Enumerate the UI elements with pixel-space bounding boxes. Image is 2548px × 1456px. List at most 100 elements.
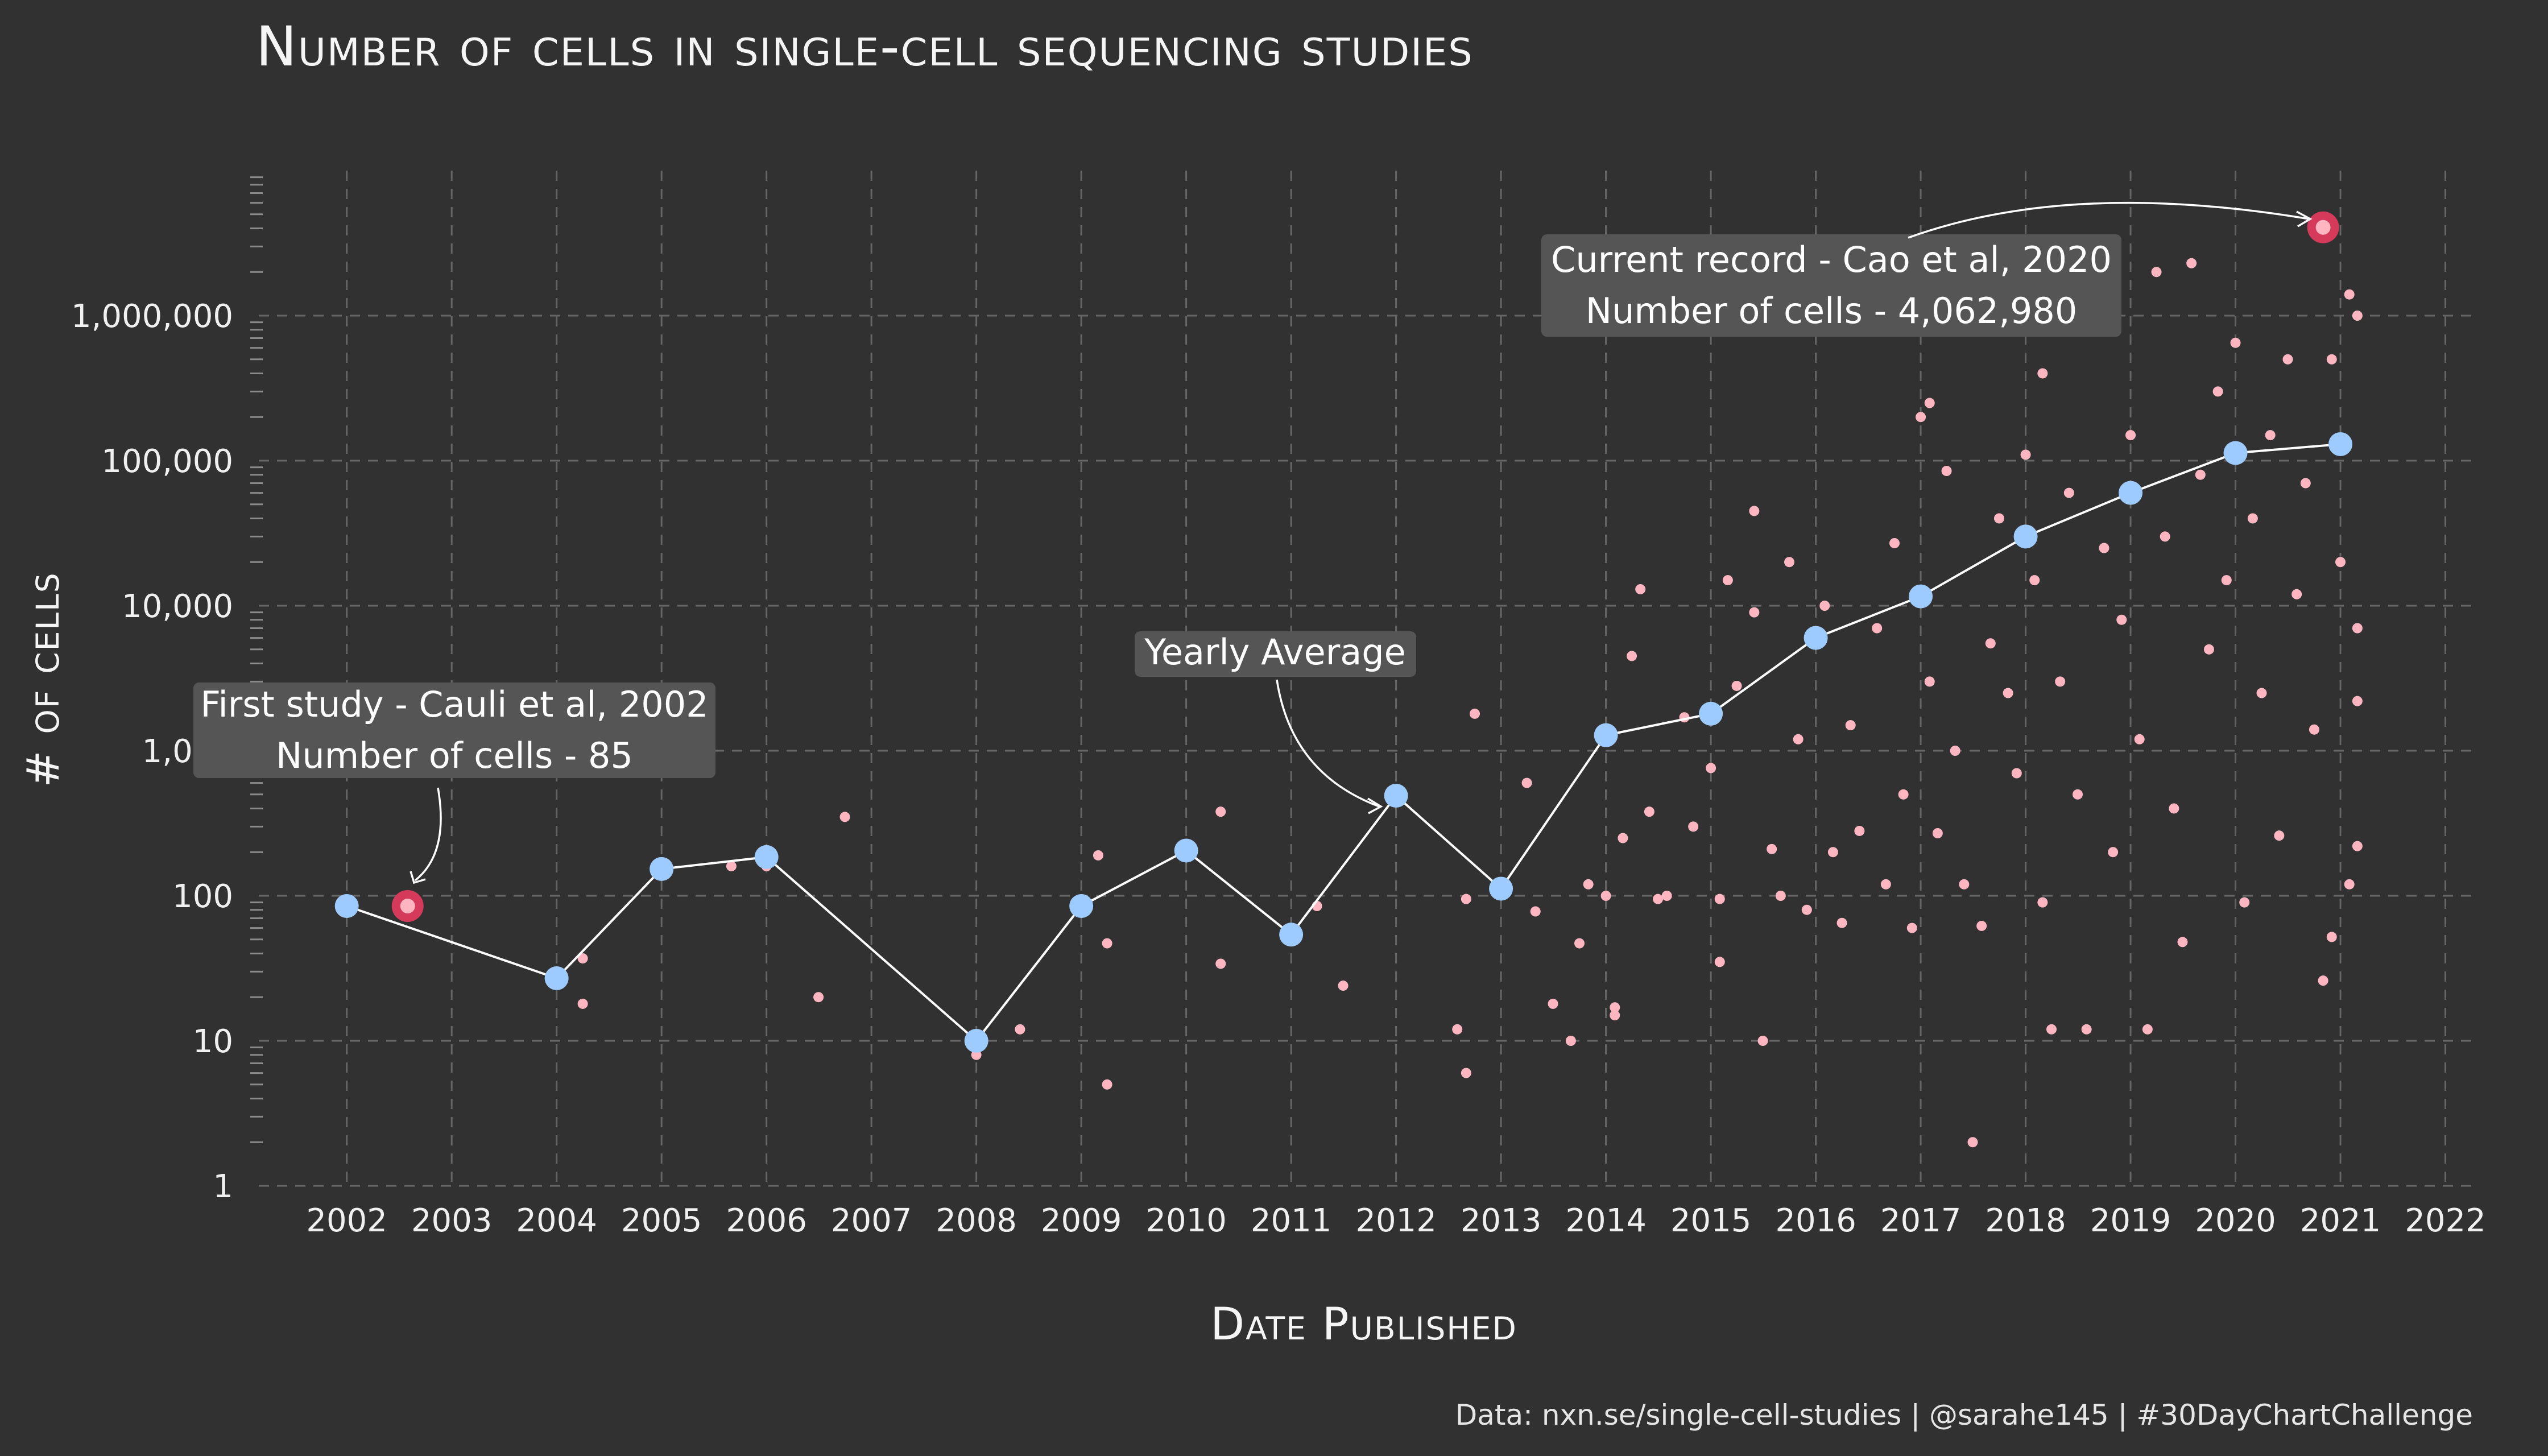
study-point [2046, 1024, 2057, 1035]
yearly-average-point [1594, 723, 1618, 747]
study-point [1102, 938, 1112, 949]
study-point [1976, 920, 1987, 931]
grid [259, 171, 2471, 1187]
yearly-average-series [334, 432, 2353, 1053]
study-point [1653, 894, 1664, 904]
study-point [2020, 449, 2031, 460]
study-point [1452, 1024, 1463, 1035]
study-point [1827, 847, 1838, 858]
x-tick-label-2012: 2012 [1355, 1202, 1437, 1239]
annotation-first-study-line2: Number of cells - 85 [276, 735, 633, 776]
x-tick-label-2018: 2018 [1985, 1202, 2066, 1239]
study-point [1941, 465, 1952, 476]
study-point [1610, 1002, 1620, 1013]
x-tick-label-2021: 2021 [2300, 1202, 2381, 1239]
study-point [1836, 917, 1847, 928]
yearly-average-point [1069, 894, 1094, 918]
study-point [2029, 575, 2040, 586]
study-point [2352, 841, 2363, 851]
y-tick-label-10: 10 [193, 1023, 233, 1060]
study-point [2344, 879, 2355, 890]
yearly-average-point [2328, 432, 2353, 456]
study-point [1688, 821, 1699, 832]
x-axis-ticks: 2002 2003 2004 2005 2006 2007 2008 2009 2010 2011… [306, 1202, 2485, 1239]
study-point [1924, 398, 1935, 408]
study-point [1967, 1137, 1978, 1148]
chart-title: Number of cells in single-cell sequencin… [256, 15, 1474, 78]
study-point [1530, 906, 1541, 917]
study-point [1574, 938, 1585, 949]
study-point [1610, 1010, 1620, 1021]
x-axis-title: Date Published [1210, 1299, 1517, 1350]
study-point [1924, 676, 1935, 687]
annotation-current-record-box [1541, 234, 2121, 337]
annotation-yearly-average-arrow [1276, 679, 1380, 808]
study-point [2282, 354, 2293, 365]
study-point [2081, 1024, 2092, 1035]
yearly-average-point [1174, 838, 1198, 863]
study-point [1015, 1024, 1025, 1035]
study-point [1950, 746, 1960, 756]
annotation-yearly-average: Yearly Average [1135, 631, 1416, 814]
yearly-average-point [964, 1029, 988, 1053]
yearly-average-point [1699, 701, 1723, 726]
study-point [2265, 430, 2276, 441]
yearly-average-line [346, 442, 2341, 1043]
yearly-average-point [2119, 481, 2143, 505]
study-point [1845, 720, 1856, 731]
x-tick-label-2002: 2002 [306, 1202, 387, 1239]
study-point [1722, 575, 1733, 586]
study-point [1916, 412, 1926, 423]
yearly-average-point [1489, 876, 1513, 901]
study-point [726, 861, 737, 871]
study-point [1793, 734, 1804, 744]
yearly-average-point [754, 845, 779, 869]
study-point [2274, 830, 2285, 841]
x-tick-label-2014: 2014 [1565, 1202, 1647, 1239]
annotation-first-study-arrowhead [410, 871, 426, 884]
study-point [1461, 894, 1471, 904]
study-point [1548, 998, 1558, 1009]
yearly-average-point [1384, 784, 1408, 808]
study-point [2203, 644, 2214, 655]
yearly-average-point [334, 894, 359, 918]
x-tick-label-2020: 2020 [2195, 1202, 2276, 1239]
x-tick-label-2016: 2016 [1775, 1202, 1856, 1239]
study-point [2072, 789, 2083, 800]
study-point [2212, 386, 2223, 397]
study-point [1338, 981, 1349, 991]
study-point [1565, 1036, 1576, 1046]
y-tick-label-10000: 10,000 [122, 588, 233, 625]
study-point [1898, 789, 1909, 800]
study-point [839, 812, 850, 822]
highlight-points [391, 211, 2339, 922]
study-point [1521, 777, 1532, 788]
x-tick-label-2007: 2007 [831, 1202, 912, 1239]
annotation-first-study: First study - Cauli et al, 2002 Number o… [193, 682, 715, 884]
x-tick-label-2008: 2008 [936, 1202, 1017, 1239]
x-tick-label-2019: 2019 [2090, 1202, 2171, 1239]
study-point [2134, 734, 2145, 744]
annotation-first-study-box [193, 682, 715, 778]
study-point [2177, 937, 2188, 948]
yearly-average-point [2013, 524, 2038, 549]
study-point [2099, 543, 2109, 553]
annotation-first-study-arrow [414, 787, 442, 882]
study-point [2247, 513, 2258, 524]
study-point [1757, 1036, 1768, 1046]
x-tick-label-2022: 2022 [2405, 1202, 2486, 1239]
study-point [2195, 469, 2206, 480]
study-point [2142, 1024, 2153, 1035]
yearly-average-point [1279, 923, 1304, 947]
study-point [2256, 688, 2267, 698]
study-point [577, 998, 588, 1009]
study-point [1470, 708, 1480, 719]
study-point [2125, 430, 2136, 441]
study-point [2344, 289, 2355, 300]
study-point [2160, 531, 2170, 542]
yearly-average-point [544, 966, 569, 991]
x-tick-label-2015: 2015 [1670, 1202, 1752, 1239]
study-point [2186, 258, 2197, 268]
study-point [2063, 487, 2074, 498]
yearly-average-point [650, 857, 674, 881]
